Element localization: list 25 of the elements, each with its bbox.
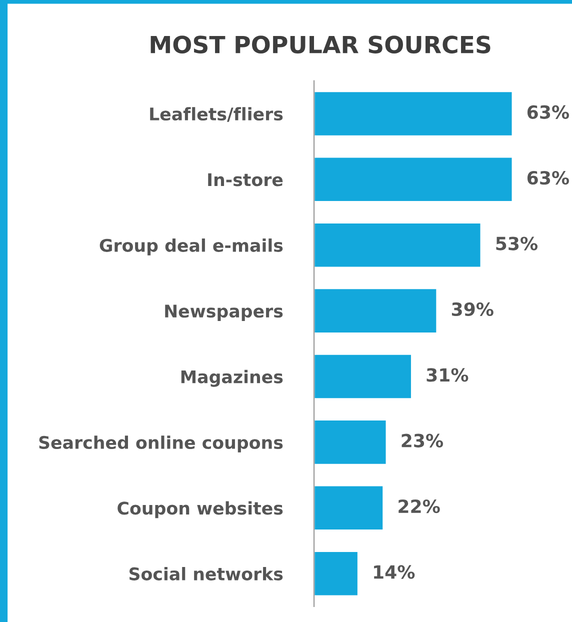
bar: [314, 156, 514, 202]
bar: [314, 550, 359, 597]
y-tick-label: Coupon websites: [118, 501, 283, 518]
data-label: 39%: [452, 302, 494, 316]
y-tick-label: Leaflets/fliers: [150, 107, 283, 122]
data-label: 53%: [496, 236, 538, 250]
data-label: 63%: [527, 105, 569, 119]
chart-title: MOST POPULAR SOURCES: [150, 36, 490, 54]
y-tick-label: Social networks: [129, 567, 283, 580]
bar: [314, 353, 412, 400]
y-tick-label: Searched online coupons: [39, 436, 283, 452]
y-tick-label: Magazines: [181, 370, 283, 387]
bar: [314, 288, 438, 334]
data-label: 23%: [402, 434, 444, 448]
bar: [314, 419, 388, 466]
data-label: 31%: [426, 368, 468, 382]
y-tick-label: Newspapers: [165, 304, 283, 322]
data-label: 63%: [527, 170, 569, 185]
bar: [314, 90, 514, 137]
bar: [314, 222, 482, 268]
y-tick-label: In-store: [208, 173, 283, 186]
bar: [314, 484, 384, 531]
data-label: 22%: [398, 499, 440, 514]
data-label: 14%: [374, 565, 415, 579]
y-tick-label: Group deal e-mails: [100, 238, 283, 256]
